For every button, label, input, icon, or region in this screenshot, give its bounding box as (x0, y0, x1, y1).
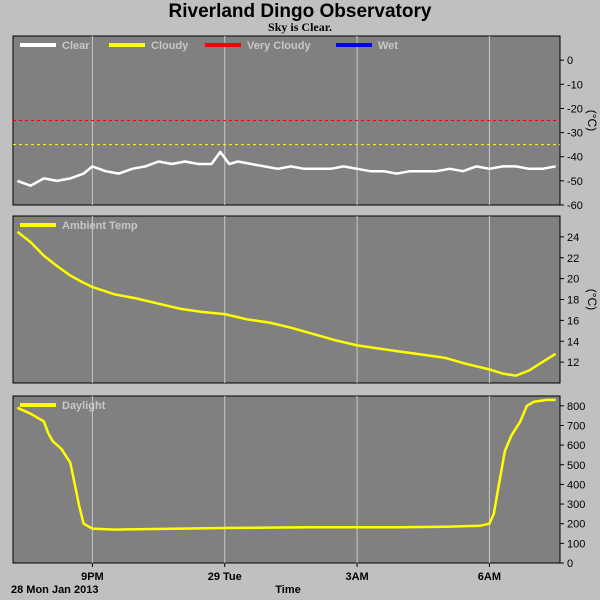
y-tick-label: 22 (567, 253, 579, 265)
x-tick-label: 6AM (478, 571, 501, 583)
date-label: 28 Mon Jan 2013 (11, 584, 98, 596)
y-axis-label: (°C) (585, 289, 599, 310)
y-tick-label: 500 (567, 460, 585, 472)
x-tick-label: 9PM (81, 571, 104, 583)
x-axis-title: Time (275, 584, 300, 596)
series-line-clear (16, 150, 556, 187)
y-tick-label: 20 (567, 274, 579, 286)
y-tick-label: 18 (567, 295, 579, 307)
legend-label: Clear (62, 40, 90, 52)
y-tick-label: 800 (567, 401, 585, 413)
y-tick-label: -40 (567, 152, 583, 164)
series-line-ambient-temp (16, 230, 557, 377)
y-tick-label: 24 (567, 232, 579, 244)
y-tick-label: 12 (567, 357, 579, 369)
y-tick-label: 400 (567, 479, 585, 491)
y-axis-label: (°C) (585, 110, 599, 131)
y-tick-label: 0 (567, 55, 573, 67)
y-tick-label: 600 (567, 440, 585, 452)
y-tick-label: -30 (567, 128, 583, 140)
legend-label: Cloudy (151, 40, 189, 52)
y-tick-label: 100 (567, 538, 585, 550)
legend-label: Ambient Temp (62, 220, 138, 232)
y-tick-label: 16 (567, 315, 579, 327)
chart-panel-ambient (12, 215, 561, 384)
y-tick-label: -10 (567, 79, 583, 91)
y-tick-label: -60 (567, 200, 583, 212)
y-tick-label: 0 (567, 558, 573, 570)
y-tick-label: 14 (567, 336, 579, 348)
legend-label: Wet (378, 40, 398, 52)
y-tick-label: -20 (567, 103, 583, 115)
sky-status: Sky is Clear. (268, 20, 332, 34)
y-tick-label: -50 (567, 176, 583, 188)
legend-label: Very Cloudy (247, 40, 311, 52)
y-tick-label: 200 (567, 519, 585, 531)
y-tick-label: 300 (567, 499, 585, 511)
legend-label: Daylight (62, 400, 106, 412)
y-tick-label: 700 (567, 420, 585, 432)
chart-panel-daylight (12, 395, 561, 564)
x-tick-label: 29 Tue (208, 571, 242, 583)
series-line-daylight (16, 398, 556, 531)
x-tick-label: 3AM (345, 571, 368, 583)
page-title: Riverland Dingo Observatory (168, 1, 432, 22)
